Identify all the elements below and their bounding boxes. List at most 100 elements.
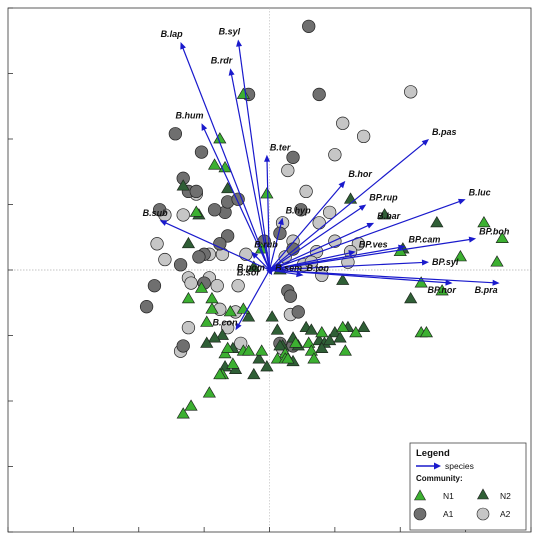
vector-label-b-con: B.con xyxy=(212,317,238,327)
vector-b-hor xyxy=(269,182,344,271)
point-a2 xyxy=(158,252,172,267)
point-n1 xyxy=(189,205,203,217)
vector-head-b-pra xyxy=(492,279,500,286)
point-n1 xyxy=(207,158,222,170)
vector-head-b-luc xyxy=(458,198,466,205)
vector-bp-syl xyxy=(269,261,427,271)
point-n1 xyxy=(255,344,269,356)
point-n2 xyxy=(377,208,392,220)
point-n1 xyxy=(213,367,227,380)
point-a2 xyxy=(150,237,164,251)
legend: Legend species Community: N1 N2 A1 A2 xyxy=(409,442,527,531)
point-n2 xyxy=(273,339,287,351)
vector-head-b-ter xyxy=(264,154,271,162)
vector-label-b-rdr: B.rdr xyxy=(211,55,233,65)
vector-head-b-bar xyxy=(366,222,375,229)
point-n1 xyxy=(194,281,209,293)
vector-head-bp-syl xyxy=(421,259,430,266)
vector-head-b-hor xyxy=(338,180,346,189)
point-a1 xyxy=(173,258,188,272)
point-n1 xyxy=(419,325,434,338)
point-n1 xyxy=(260,187,274,199)
vector-label-b-rub: B.rub xyxy=(254,240,278,250)
vector-label-bp-syl: BP.syl xyxy=(432,257,459,267)
point-n1 xyxy=(289,336,303,348)
point-a1 xyxy=(168,127,183,141)
point-n2 xyxy=(323,333,337,346)
point-n1 xyxy=(205,291,219,304)
vector-label-b-hor: B.hor xyxy=(348,169,372,179)
vector-b-rdr xyxy=(230,71,271,271)
point-n2 xyxy=(336,273,350,285)
vector-head-b-lap xyxy=(180,42,186,50)
vector-label-b-hyp: B.hyp xyxy=(286,206,312,216)
point-a2 xyxy=(336,116,350,130)
point-n1 xyxy=(435,284,449,296)
point-n2 xyxy=(333,331,347,343)
point-a2 xyxy=(315,268,329,282)
legend-a2-marker xyxy=(476,507,490,521)
vector-label-bp-nor: BP.nor xyxy=(428,285,457,295)
legend-title: Legend xyxy=(416,448,450,459)
point-a2 xyxy=(221,320,235,335)
vector-b-sub xyxy=(162,220,270,271)
point-a2 xyxy=(210,279,224,293)
point-n2 xyxy=(404,291,418,304)
vector-b-bar xyxy=(269,223,372,271)
point-n1 xyxy=(453,250,468,262)
vector-b-con xyxy=(236,269,271,328)
point-a1 xyxy=(294,203,308,217)
vector-head-b-sub xyxy=(159,220,168,226)
vector-b-pas xyxy=(269,140,428,271)
point-a1 xyxy=(286,150,300,164)
point-n1 xyxy=(477,215,491,228)
point-n2 xyxy=(241,310,256,322)
point-a1 xyxy=(194,145,209,159)
vector-head-bp-cam xyxy=(398,244,406,251)
point-n2 xyxy=(265,310,279,322)
legend-n1-label: N1 xyxy=(443,491,454,501)
point-a1 xyxy=(283,289,298,303)
point-n2 xyxy=(221,181,235,194)
point-n1 xyxy=(223,305,237,317)
point-n1 xyxy=(281,352,295,364)
point-a1 xyxy=(312,87,326,102)
point-n1 xyxy=(226,357,240,369)
vector-b-pra xyxy=(269,269,497,284)
point-a1 xyxy=(153,203,167,217)
point-n1 xyxy=(181,291,196,304)
vector-label-bp-rup: BP.rup xyxy=(369,193,398,203)
vector-head-bp-rup xyxy=(358,204,367,211)
point-n1 xyxy=(336,320,350,333)
point-n2 xyxy=(181,236,196,249)
point-n2 xyxy=(304,323,318,335)
point-a1 xyxy=(207,203,222,217)
point-n2 xyxy=(247,367,261,380)
vector-bp-rup xyxy=(269,205,365,271)
point-a1 xyxy=(213,237,227,251)
vector-label-b-ter: B.ter xyxy=(270,143,291,153)
legend-n2-marker xyxy=(476,488,490,500)
vector-head-b-hum xyxy=(201,123,208,131)
point-a1 xyxy=(302,19,316,33)
vector-label-b-hum: B.hum xyxy=(176,110,204,120)
point-a1 xyxy=(176,339,190,353)
point-a1 xyxy=(221,229,235,243)
point-n1 xyxy=(205,302,219,314)
vector-b-hum xyxy=(202,125,271,271)
point-a1 xyxy=(192,250,206,264)
point-n2 xyxy=(215,328,230,340)
vector-label-b-syl: B.syl xyxy=(219,26,241,36)
point-n2 xyxy=(315,341,329,353)
vector-head-bp-boh xyxy=(468,236,477,243)
vector-label-b-lap: B.lap xyxy=(161,29,184,39)
vector-label-b-pra: B.pra xyxy=(475,285,498,295)
point-a1 xyxy=(147,279,162,293)
point-a2 xyxy=(181,320,196,335)
point-n1 xyxy=(490,255,504,267)
point-n2 xyxy=(200,336,214,348)
vector-b-syl xyxy=(237,42,271,271)
point-a2 xyxy=(312,216,326,230)
legend-a1-marker xyxy=(413,507,427,521)
